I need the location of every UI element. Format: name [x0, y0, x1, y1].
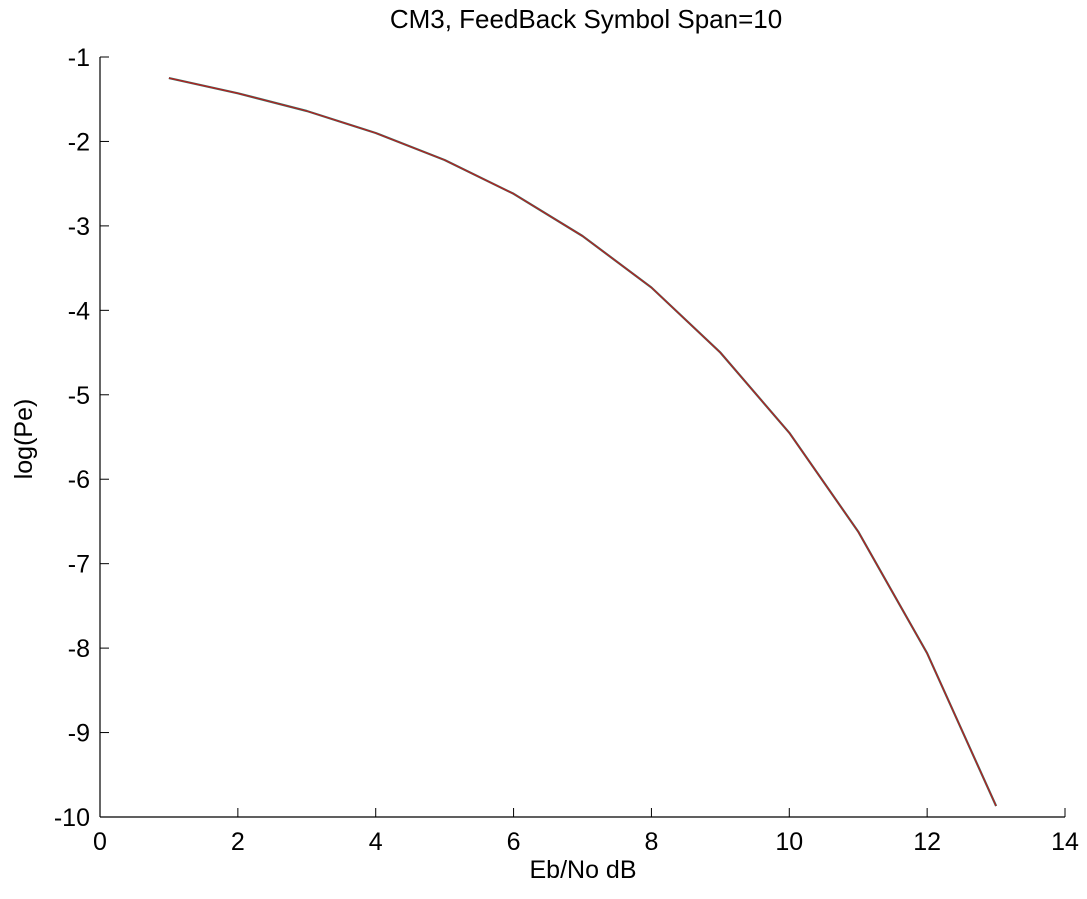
x-tick-label: 2	[231, 828, 245, 856]
axes	[99, 57, 1065, 818]
y-axis-label: log(Pe)	[10, 399, 38, 480]
y-tick-label: -7	[68, 551, 90, 579]
y-tick-label: -3	[68, 213, 90, 241]
x-tick-label: 8	[644, 828, 658, 856]
series-group	[168, 77, 998, 807]
x-tick-label: 4	[369, 828, 383, 856]
x-tick-label: 10	[775, 828, 803, 856]
x-axis-label: Eb/No dB	[529, 856, 636, 884]
x-ticks: 0 2 4 6 8 10 12 14	[93, 808, 1079, 856]
y-ticks: -1 -2 -3 -4 -5 -6 -7 -8 -9 -10	[54, 44, 109, 832]
x-tick-label: 14	[1051, 828, 1079, 856]
series-line-2	[168, 77, 997, 807]
y-tick-label: -4	[68, 297, 90, 325]
chart-title: CM3, FeedBack Symbol Span=10	[390, 4, 782, 34]
x-tick-label: 0	[93, 828, 107, 856]
y-tick-label: -5	[68, 382, 90, 410]
x-tick-label: 12	[913, 828, 941, 856]
series-line-1	[168, 77, 998, 807]
y-tick-label: -2	[68, 128, 90, 156]
y-tick-label: -8	[68, 635, 90, 663]
y-tick-label: -6	[68, 466, 90, 494]
y-tick-label: -10	[54, 804, 90, 832]
y-tick-label: -9	[68, 720, 90, 748]
x-tick-label: 6	[507, 828, 521, 856]
y-tick-label: -1	[68, 44, 90, 72]
